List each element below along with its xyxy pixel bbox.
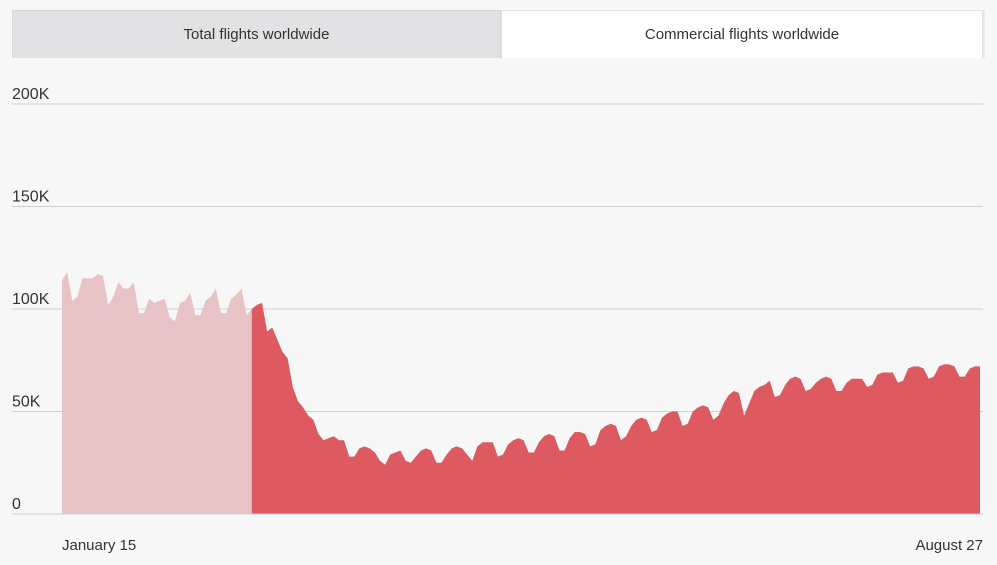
y-tick-label: 0 (12, 496, 21, 513)
x-tick-label-start: January 15 (62, 537, 136, 554)
area-series-faded (62, 272, 252, 514)
tab-total-flights[interactable]: Total flights worldwide (12, 10, 501, 58)
y-tick-label: 50K (12, 394, 41, 411)
y-tick-label: 200K (12, 86, 50, 103)
tab-commercial-flights-label: Commercial flights worldwide (644, 26, 840, 43)
tab-total-flights-label: Total flights worldwide (183, 26, 330, 43)
y-tick-label: 100K (12, 291, 50, 308)
y-tick-label: 150K (12, 189, 50, 206)
tab-bar: Total flights worldwide Commercial fligh… (12, 10, 983, 58)
area-series-highlight (251, 302, 980, 514)
x-tick-label-end: August 27 (915, 537, 983, 554)
tab-commercial-flights[interactable]: Commercial flights worldwide (501, 10, 983, 58)
